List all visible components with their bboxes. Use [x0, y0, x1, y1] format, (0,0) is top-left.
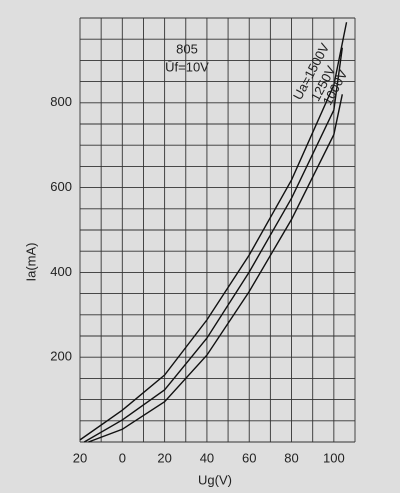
x-tick-label: 20 [157, 450, 171, 465]
y-tick-label: 200 [50, 349, 72, 364]
y-tick-label: 800 [50, 94, 72, 109]
y-tick-label: 600 [50, 179, 72, 194]
curve [88, 94, 343, 443]
y-axis-label: Ia(mA) [23, 243, 38, 282]
x-tick-label: 20 [73, 450, 87, 465]
x-tick-label: 0 [119, 450, 126, 465]
curve [83, 47, 344, 443]
x-axis-label: Ug(V) [198, 472, 232, 487]
x-tick-label: 60 [242, 450, 256, 465]
x-tick-label: 100 [323, 450, 345, 465]
y-tick-label: 400 [50, 264, 72, 279]
annotation: Ūf=10V [165, 59, 209, 74]
x-tick-label: 40 [200, 450, 214, 465]
x-tick-label: 80 [284, 450, 298, 465]
annotation: 805 [176, 41, 198, 56]
curve [79, 22, 348, 441]
